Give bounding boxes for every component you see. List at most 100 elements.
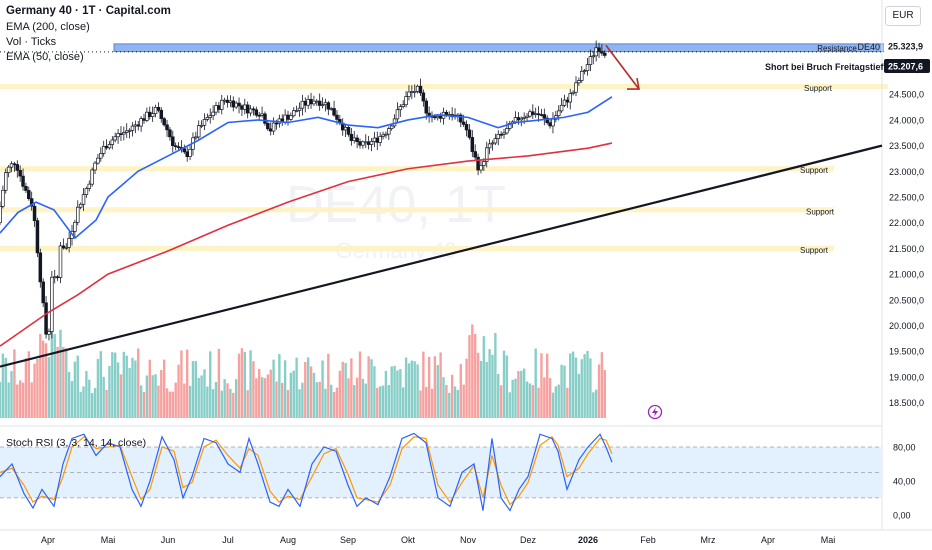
candle-body [21,175,25,187]
volume-bar [157,385,160,418]
volume-bar [332,391,336,418]
volume-bar [298,389,301,418]
candle-body [64,246,68,249]
volume-bar [586,350,589,418]
candle-body [591,55,596,58]
candle-body [4,172,8,191]
volume-bar [534,348,537,418]
volume-bar [209,351,212,418]
legend-ema50: EMA (50, close) [6,51,84,63]
candle-body [18,169,22,177]
candle-body [369,141,374,145]
candle-body [565,99,570,103]
volume-bar [36,358,39,418]
candle-body [505,128,509,134]
legend-volume: Vol · Ticks [6,36,57,48]
volume-bar [65,348,68,418]
volume-bar [56,346,59,418]
time-tick-label: Jul [222,535,234,545]
volume-bar [373,366,376,418]
candle-body [52,276,57,279]
candle-body [412,90,417,93]
volume-bar [137,348,140,418]
volume-bar [321,360,324,418]
volume-bar [206,386,209,418]
price-axis: 18.500,0 19.000,0 19.500,0 20.000,0 20.500,0… [889,38,924,408]
candle-body [358,141,362,146]
volume-bar [563,365,566,418]
candle-body [202,119,207,126]
time-tick-label: Mrz [701,535,716,545]
volume-bar [88,379,91,418]
volume-bar [125,355,128,418]
volume-bar [30,382,33,418]
candle-body [603,52,607,56]
candle-body [522,116,526,119]
volume-bar [355,377,359,418]
candle-body [556,110,561,117]
price-tick-label: 23.500,0 [889,141,924,151]
candle-body [297,107,302,111]
volume-bar [381,385,385,418]
volume-bar [214,382,218,418]
volume-bar [295,357,298,418]
volume-bar [459,364,462,418]
candle-body [61,245,66,249]
candle-body [260,113,264,116]
candle-body [119,133,123,135]
volume-bar [272,359,275,418]
price-tick-label: 24.000,0 [889,115,924,125]
candle-body [156,107,161,111]
volume-bar [416,364,419,418]
candle-body [395,109,400,120]
candle-body [473,151,477,158]
volume-bar [583,354,586,418]
support-label: Support [806,207,835,216]
stoch-tick-label: 80,00 [893,442,916,452]
price-tick-label: 21.000,0 [889,270,924,280]
candle-body [214,105,218,113]
volume-bar [439,352,442,418]
volume-bar [554,386,558,418]
time-tick-label: Sep [340,535,356,545]
candle-body [182,148,187,153]
candle-body [326,102,331,110]
volume-bar [479,360,483,418]
candle-body [116,133,120,138]
volume-bar [102,376,105,418]
candle-body [479,165,483,171]
volume-bar [551,392,555,418]
volume-bar [10,371,13,418]
volume-bar [240,348,244,418]
candle-body [588,56,593,65]
currency-selector[interactable]: EUR [885,6,921,26]
time-tick-label: Aug [280,535,296,545]
candle-body [436,115,440,119]
candle-body [482,161,486,166]
volume-bar [456,389,460,418]
candle-body [90,169,94,185]
candle-body [220,99,224,110]
candle-body [84,188,89,196]
stoch-tick-label: 0,00 [893,510,911,520]
candle-body [73,221,77,232]
candle-body [96,157,100,164]
candle-body [401,104,405,107]
volume-bar [232,392,235,418]
candle-body [104,145,109,149]
candle-body [50,276,54,332]
candle-body [568,93,572,103]
volume-bar [255,378,258,418]
stoch-tick-label: 40,00 [893,476,916,486]
candle-body [364,141,368,144]
candle-body [176,146,181,149]
volume-bar [180,350,183,418]
candle-body [355,137,359,142]
volume-bar [27,351,30,418]
volume-bar [229,388,232,418]
volume-bar [234,379,238,418]
candle-body [263,113,267,124]
candle-body [32,205,37,221]
volume-bar [315,382,318,418]
